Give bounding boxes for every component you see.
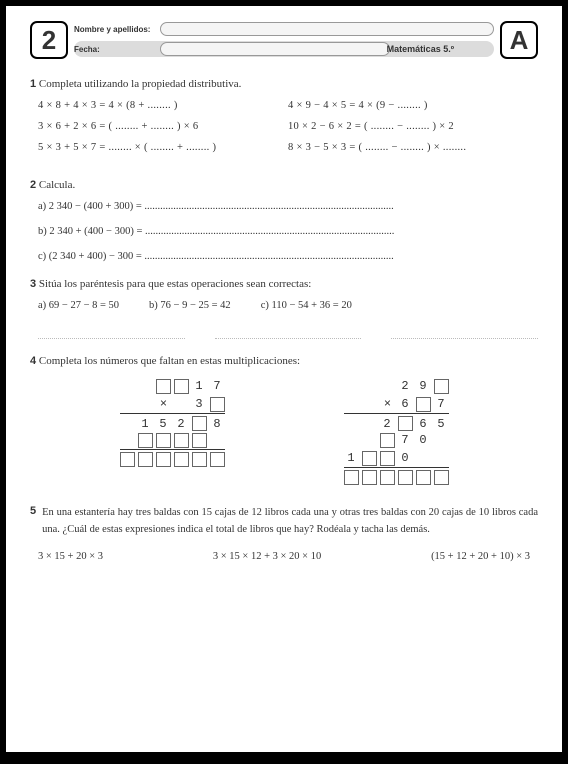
exercise-5: 5 En una estantería hay tres baldas con … [30,505,538,562]
answer-line[interactable] [215,325,362,339]
header: 2 Nombre y apellidos: Fecha: Matemáticas… [30,20,538,60]
date-label: Fecha: [74,45,160,54]
ex2-title: Calcula. [39,179,75,191]
ex1-item: 5 × 3 + 5 × 7 = ........ × ( ........ + … [38,142,288,153]
ex4-num: 4 [30,355,36,367]
ex3-item: c) 110 − 54 + 36 = 20 [261,300,352,311]
ex1-item: 4 × 8 + 4 × 3 = 4 × (8 + ........ ) [38,100,288,111]
ex1-item: 10 × 2 − 6 × 2 = ( ........ − ........ )… [288,121,538,132]
ex5-num: 5 [30,505,36,539]
answer-line[interactable] [391,325,538,339]
ex5-opt: 3 × 15 + 20 × 3 [38,551,103,562]
ex4-title: Completa los números que faltan en estas… [39,355,300,367]
ex1-item: 4 × 9 − 4 × 5 = 4 × (9 − ........ ) [288,100,538,111]
variant-badge: A [500,21,538,59]
ex1-item: 8 × 3 − 5 × 3 = ( ........ − ........ ) … [288,142,538,153]
exercise-3: 3 Sitúa los paréntesis para que estas op… [30,278,538,339]
ex3-item: a) 69 − 27 − 8 = 50 [38,300,119,311]
ex3-item: b) 76 − 9 − 25 = 42 [149,300,231,311]
ex5-opt: 3 × 15 × 12 + 3 × 20 × 10 [213,551,321,562]
ex5-opt: (15 + 12 + 20 + 10) × 3 [431,551,530,562]
worksheet-page: 2 Nombre y apellidos: Fecha: Matemáticas… [6,6,562,752]
ex1-title: Completa utilizando la propiedad distrib… [39,78,242,90]
ex1-item: 3 × 6 + 2 × 6 = ( ........ + ........ ) … [38,121,288,132]
multiplication-2: 29 ×67 265 70 10 [344,377,449,485]
ex3-num: 3 [30,278,36,290]
ex2-item: b) 2 340 + (400 − 300) = ...............… [30,226,538,237]
ex2-item: a) 2 340 − (400 + 300) = ...............… [30,201,538,212]
date-input-line[interactable] [160,42,390,56]
name-label: Nombre y apellidos: [74,25,160,34]
exercise-1: 1 Completa utilizando la propiedad distr… [30,78,538,163]
name-input-line[interactable] [160,22,494,36]
exercise-4: 4 Completa los números que faltan en est… [30,355,538,485]
page-number-badge: 2 [30,21,68,59]
subject-label: Matemáticas 5.º [387,44,454,54]
ex2-item: c) (2 340 + 400) − 300 = ...............… [30,251,538,262]
multiplication-1: 17 ×3 1528 [120,377,225,485]
exercise-2: 2 Calcula. a) 2 340 − (400 + 300) = ....… [30,179,538,262]
answer-line[interactable] [38,325,185,339]
header-fields: Nombre y apellidos: Fecha: Matemáticas 5… [74,20,494,60]
ex1-num: 1 [30,78,36,90]
ex2-num: 2 [30,179,36,191]
ex3-title: Sitúa los paréntesis para que estas oper… [39,278,311,290]
ex5-title: En una estantería hay tres baldas con 15… [42,505,538,539]
